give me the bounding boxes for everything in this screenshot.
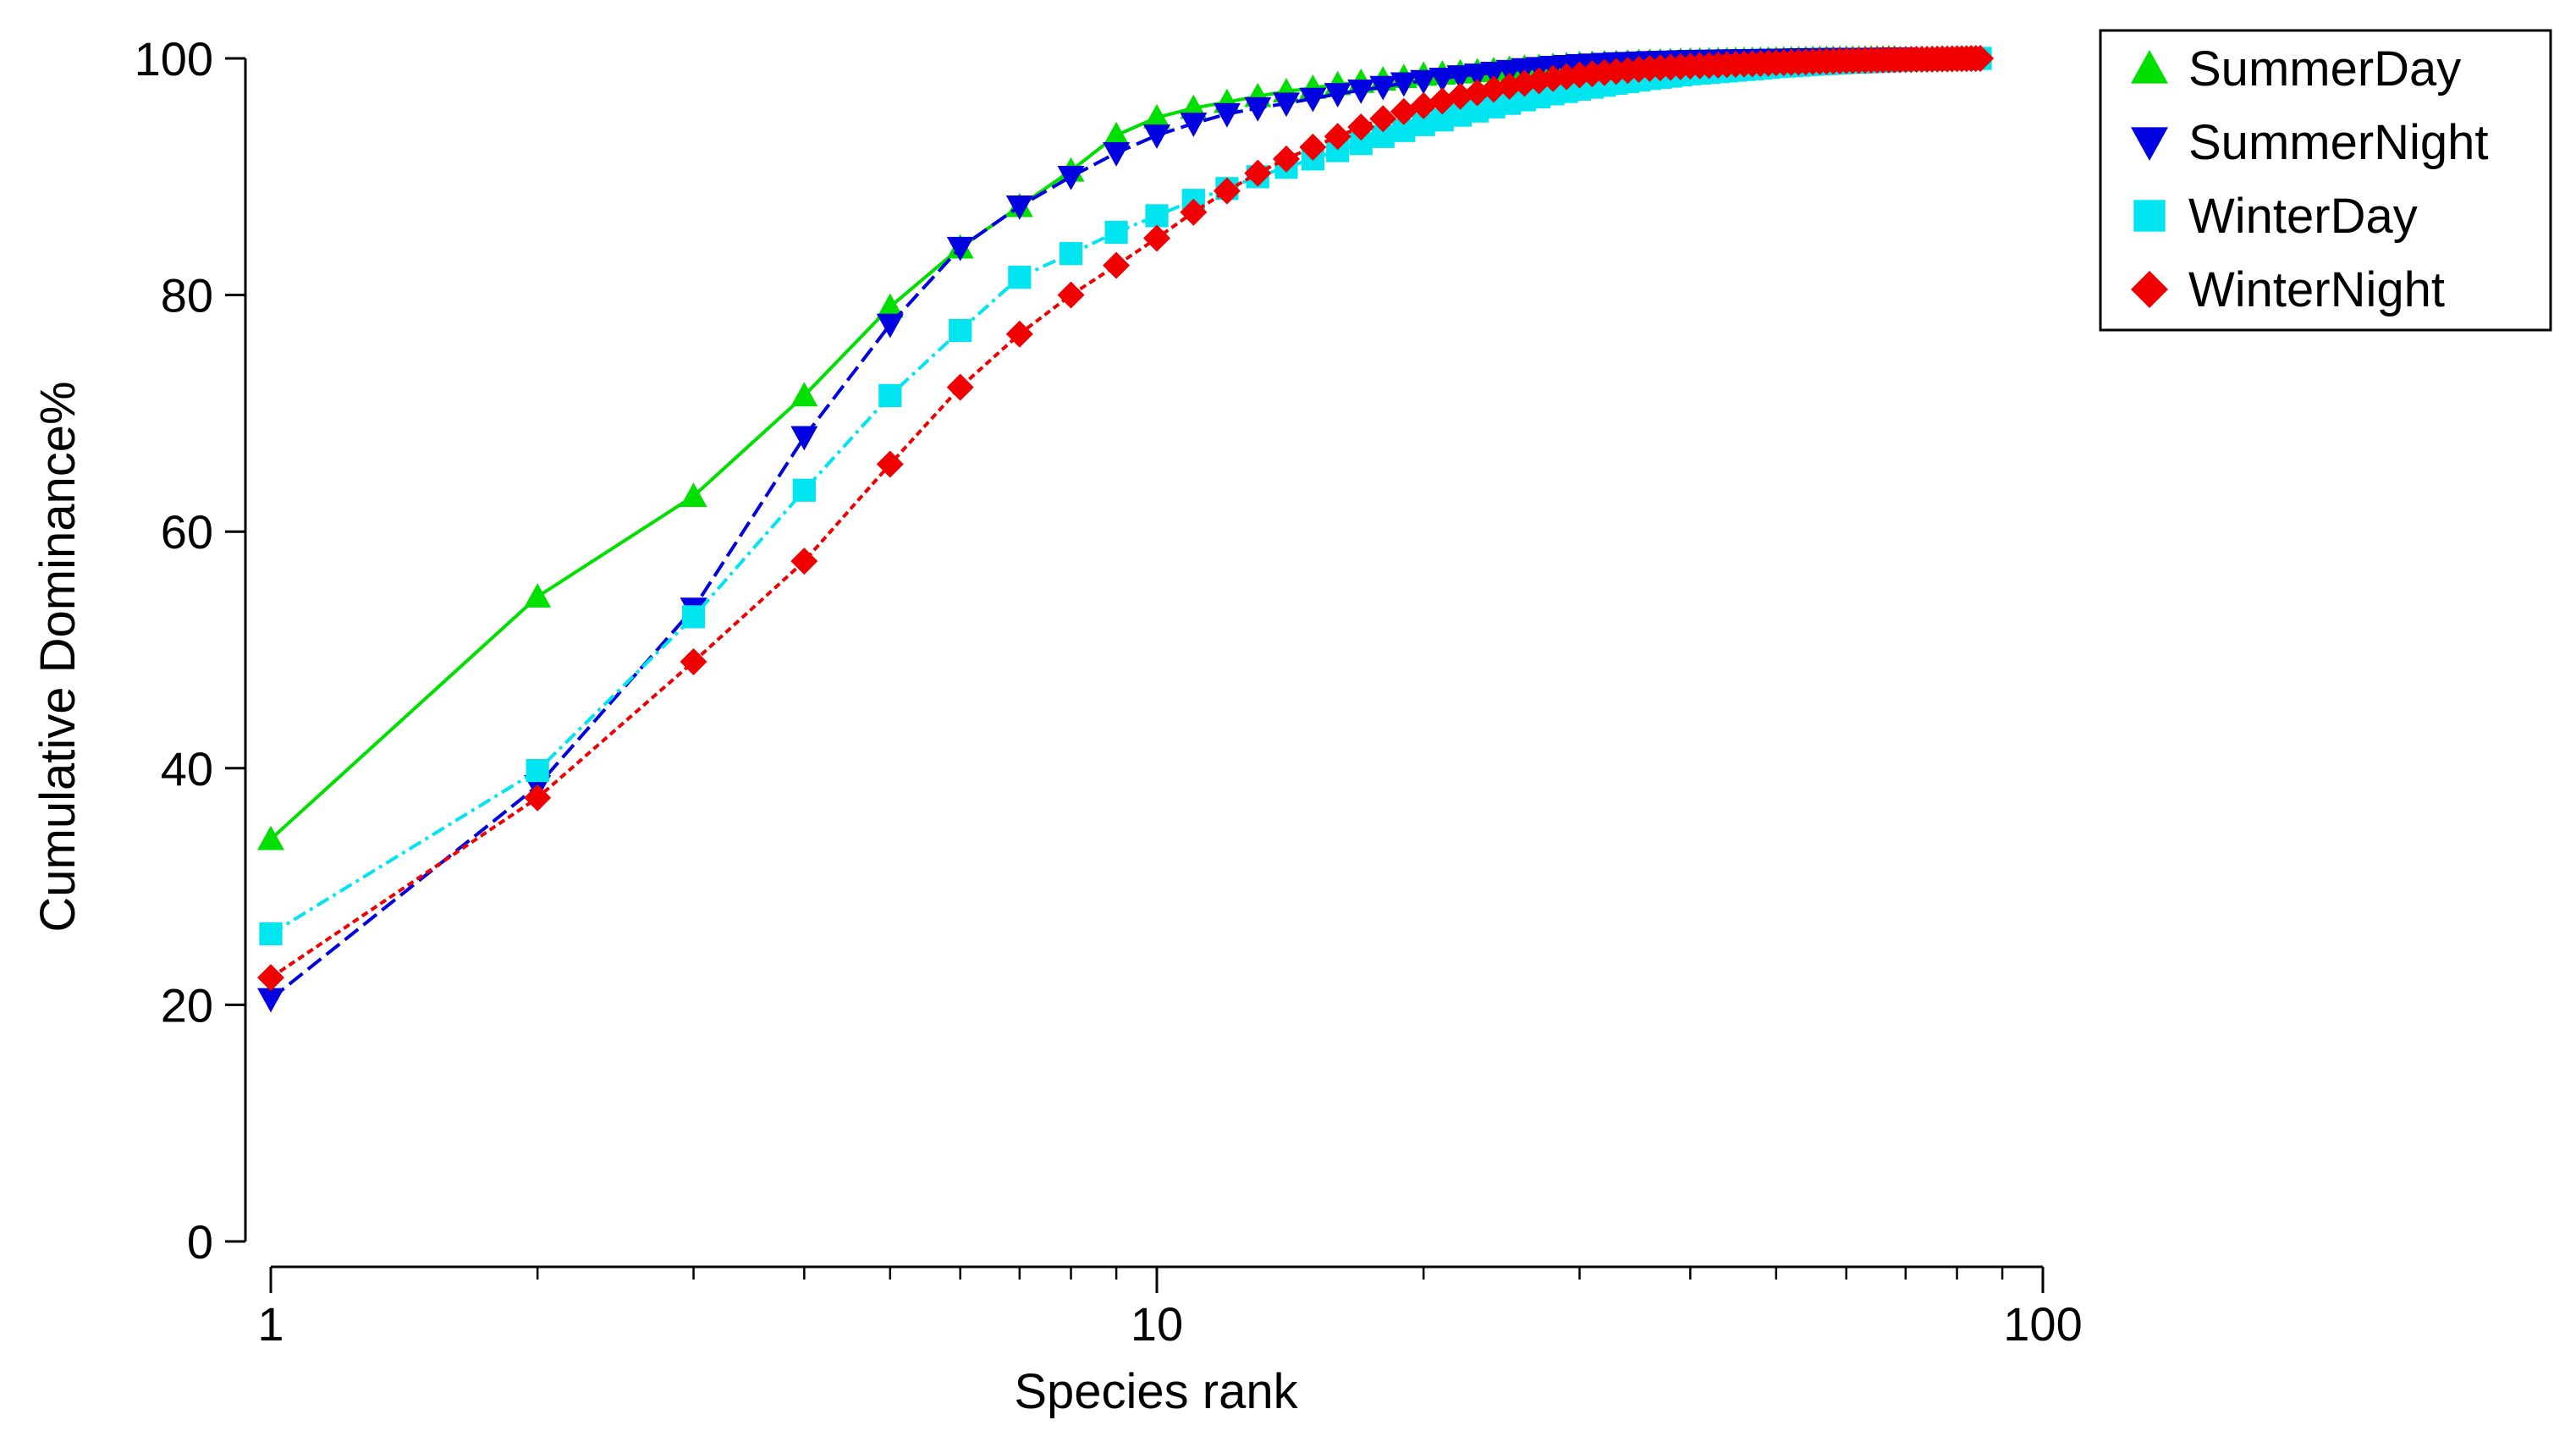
data-point-winternight — [1324, 123, 1351, 151]
data-point-winternight — [1057, 281, 1085, 309]
y-tick-label: 80 — [161, 269, 213, 322]
data-point-winterday — [1145, 204, 1169, 228]
data-point-winternight — [1347, 113, 1375, 141]
data-point-winternight — [1967, 45, 1995, 72]
series-line-winternight — [269, 57, 1981, 979]
data-point-summernight — [1213, 102, 1241, 128]
series-summerday — [257, 45, 1908, 850]
data-point-summerday — [790, 382, 818, 407]
data-point-summernight — [1410, 69, 1438, 95]
y-axis-title: Cumulative Dominance% — [30, 381, 85, 932]
data-point-summernight — [1446, 65, 1474, 90]
data-point-summernight — [1369, 75, 1397, 101]
data-point-winternight — [1272, 145, 1300, 173]
legend-marker-summerday — [2131, 50, 2168, 84]
legend-marker-summernight — [2131, 127, 2168, 161]
data-point-summernight — [790, 426, 818, 451]
data-point-summernight — [1390, 72, 1417, 97]
data-point-winterday — [792, 478, 816, 502]
y-tick-label: 0 — [187, 1215, 213, 1269]
x-axis-title: Species rank — [1014, 1364, 1298, 1419]
legend: SummerDay SummerNight WinterDay WinterNight — [2099, 29, 2552, 332]
series-line-summernight — [269, 57, 1906, 1000]
data-point-summernight — [1143, 124, 1170, 149]
data-point-summernight — [1180, 113, 1208, 137]
data-point-summerday — [1143, 103, 1170, 129]
data-point-winternight — [1103, 251, 1131, 279]
data-point-summernight — [1299, 87, 1327, 113]
data-point-winterday — [526, 758, 549, 783]
y-tick-label: 20 — [161, 978, 213, 1032]
legend-marker-winternight — [2131, 271, 2168, 308]
data-point-winterday — [949, 318, 972, 343]
data-point-winternight — [257, 964, 284, 992]
legend-marker-winterday — [2133, 200, 2166, 232]
data-point-summernight — [876, 313, 904, 338]
data-point-winternight — [1299, 133, 1327, 161]
legend-label-winterday: WinterDay — [2188, 189, 2418, 244]
x-tick-label: 1 — [257, 1297, 283, 1351]
series-winternight — [257, 45, 1995, 992]
data-point-summernight — [1347, 79, 1375, 104]
data-point-winterday — [1059, 242, 1083, 266]
data-point-winternight — [876, 450, 904, 478]
data-point-summernight — [1057, 166, 1085, 190]
data-point-summernight — [946, 236, 974, 261]
data-point-winternight — [1180, 198, 1208, 226]
plot-axes: 0 20 40 60 80 100 1 10 100 — [135, 32, 2083, 1351]
legend-label-summernight: SummerNight — [2188, 115, 2489, 170]
data-point-winterday — [681, 605, 706, 629]
data-point-winternight — [680, 647, 707, 675]
data-point-winterday — [1008, 266, 1032, 289]
data-point-summernight — [1272, 92, 1300, 118]
y-tick-label: 40 — [161, 742, 213, 795]
legend-box — [2099, 29, 2552, 332]
data-point-winternight — [1244, 159, 1272, 187]
data-point-summernight — [1103, 142, 1131, 167]
plot-series — [257, 45, 1995, 1013]
series-line-summerday — [269, 57, 1895, 841]
data-point-summerday — [257, 825, 284, 850]
data-point-winterday — [878, 383, 902, 408]
data-point-summernight — [1324, 83, 1351, 107]
data-point-summerday — [680, 482, 707, 508]
x-tick-label: 100 — [2003, 1297, 2082, 1351]
data-point-summernight — [1463, 63, 1491, 88]
data-point-winternight — [946, 373, 974, 401]
data-point-winternight — [1410, 91, 1438, 119]
data-point-winternight — [1213, 177, 1241, 205]
data-point-winternight — [1390, 97, 1417, 125]
data-point-summernight — [1005, 195, 1033, 220]
x-tick-label: 10 — [1131, 1297, 1183, 1351]
data-point-winternight — [524, 784, 552, 812]
series-line-winterday — [269, 57, 1981, 936]
data-point-winternight — [1446, 82, 1474, 110]
legend-label-summerday: SummerDay — [2188, 41, 2461, 96]
data-point-winterday — [1104, 220, 1128, 245]
data-point-summernight — [1428, 67, 1456, 92]
data-point-summerday — [1103, 121, 1131, 146]
series-summernight — [257, 47, 1919, 1013]
data-point-winternight — [1369, 105, 1397, 133]
data-point-winternight — [1143, 224, 1170, 252]
data-point-winternight — [1005, 320, 1033, 348]
data-point-winternight — [790, 548, 818, 575]
y-tick-label: 60 — [161, 505, 213, 559]
data-point-summerday — [524, 583, 552, 608]
data-point-winterday — [259, 922, 283, 946]
data-point-summerday — [876, 293, 904, 318]
legend-label-winternight: WinterNight — [2188, 262, 2445, 317]
data-point-summernight — [257, 988, 284, 1013]
data-point-summernight — [1244, 96, 1272, 122]
y-tick-label: 100 — [135, 32, 213, 85]
